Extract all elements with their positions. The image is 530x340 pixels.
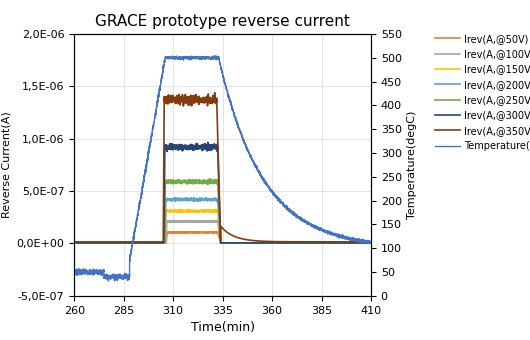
- Title: GRACE prototype reverse current: GRACE prototype reverse current: [95, 14, 350, 29]
- Temperature(degC): [71, 268, 77, 272]
- Irev(A,@250V): [362, 241, 368, 245]
- Irev(A,@100V): [105, 241, 111, 245]
- Irev(A,@250V): [207, 177, 214, 181]
- Irev(A,@200V): [198, 197, 204, 201]
- Line: Irev(A,@150V): Irev(A,@150V): [74, 209, 371, 243]
- Irev(A,@100V): [183, 218, 189, 222]
- Y-axis label: Reverse Current(A): Reverse Current(A): [1, 112, 11, 218]
- Irev(A,@200V): [203, 195, 209, 200]
- Temperature(degC): [362, 239, 368, 243]
- Line: Irev(A,@250V): Irev(A,@250V): [74, 179, 371, 243]
- Irev(A,@250V): [185, 178, 191, 182]
- Irev(A,@50V): [330, 241, 337, 245]
- Irev(A,@350V): [185, 95, 191, 99]
- X-axis label: Time(min): Time(min): [191, 321, 254, 334]
- Irev(A,@50V): [198, 230, 204, 234]
- Irev(A,@100V): [71, 241, 77, 245]
- Line: Temperature(degC): Temperature(degC): [74, 56, 371, 281]
- Irev(A,@200V): [105, 241, 111, 245]
- Irev(A,@100V): [185, 219, 191, 223]
- Irev(A,@200V): [185, 197, 191, 201]
- Irev(A,@200V): [368, 241, 374, 245]
- Irev(A,@200V): [122, 241, 129, 245]
- Temperature(degC): [198, 55, 204, 59]
- Irev(A,@300V): [198, 146, 204, 150]
- Irev(A,@150V): [198, 209, 204, 213]
- Line: Irev(A,@300V): Irev(A,@300V): [74, 142, 371, 243]
- Irev(A,@50V): [105, 241, 111, 245]
- Irev(A,@350V): [211, 91, 218, 95]
- Irev(A,@150V): [368, 241, 374, 245]
- Irev(A,@150V): [122, 241, 129, 245]
- Legend: Irev(A,@50V), Irev(A,@100V), Irev(A,@150V), Irev(A,@200V), Irev(A,@250V), Irev(A: Irev(A,@50V), Irev(A,@100V), Irev(A,@150…: [435, 34, 530, 151]
- Irev(A,@50V): [122, 241, 129, 245]
- Temperature(degC): [213, 54, 219, 58]
- Temperature(degC): [368, 240, 374, 244]
- Irev(A,@200V): [362, 241, 368, 245]
- Irev(A,@250V): [71, 241, 77, 245]
- Line: Irev(A,@100V): Irev(A,@100V): [74, 220, 371, 243]
- Irev(A,@250V): [122, 241, 129, 245]
- Irev(A,@100V): [198, 220, 204, 224]
- Irev(A,@300V): [71, 241, 77, 245]
- Irev(A,@250V): [198, 181, 204, 185]
- Irev(A,@50V): [362, 241, 368, 245]
- Temperature(degC): [330, 233, 337, 237]
- Irev(A,@150V): [179, 207, 186, 211]
- Y-axis label: Temperature(degC): Temperature(degC): [408, 111, 418, 219]
- Irev(A,@300V): [185, 145, 191, 149]
- Irev(A,@100V): [330, 241, 337, 245]
- Temperature(degC): [122, 274, 129, 278]
- Irev(A,@300V): [105, 241, 111, 245]
- Line: Irev(A,@350V): Irev(A,@350V): [74, 93, 371, 242]
- Irev(A,@350V): [105, 240, 111, 244]
- Temperature(degC): [105, 279, 112, 283]
- Temperature(degC): [105, 277, 111, 281]
- Irev(A,@350V): [362, 240, 368, 244]
- Irev(A,@50V): [368, 241, 374, 245]
- Irev(A,@300V): [330, 241, 337, 245]
- Irev(A,@50V): [209, 230, 215, 234]
- Irev(A,@300V): [368, 241, 374, 245]
- Irev(A,@250V): [330, 241, 337, 245]
- Irev(A,@100V): [362, 241, 368, 245]
- Irev(A,@250V): [105, 241, 111, 245]
- Irev(A,@50V): [185, 231, 191, 235]
- Line: Irev(A,@200V): Irev(A,@200V): [74, 198, 371, 243]
- Irev(A,@100V): [368, 241, 374, 245]
- Irev(A,@250V): [368, 241, 374, 245]
- Irev(A,@150V): [362, 241, 368, 245]
- Irev(A,@200V): [330, 241, 337, 245]
- Irev(A,@350V): [368, 240, 374, 244]
- Irev(A,@150V): [185, 209, 191, 213]
- Irev(A,@350V): [198, 97, 204, 101]
- Line: Irev(A,@50V): Irev(A,@50V): [74, 232, 371, 243]
- Irev(A,@350V): [122, 240, 129, 244]
- Irev(A,@100V): [122, 241, 129, 245]
- Irev(A,@350V): [71, 240, 77, 244]
- Irev(A,@200V): [71, 241, 77, 245]
- Temperature(degC): [185, 56, 191, 60]
- Irev(A,@150V): [105, 241, 111, 245]
- Irev(A,@50V): [71, 241, 77, 245]
- Irev(A,@150V): [330, 241, 337, 245]
- Irev(A,@300V): [122, 241, 129, 245]
- Irev(A,@350V): [330, 240, 337, 244]
- Irev(A,@300V): [362, 241, 368, 245]
- Irev(A,@150V): [71, 241, 77, 245]
- Irev(A,@300V): [205, 140, 211, 144]
